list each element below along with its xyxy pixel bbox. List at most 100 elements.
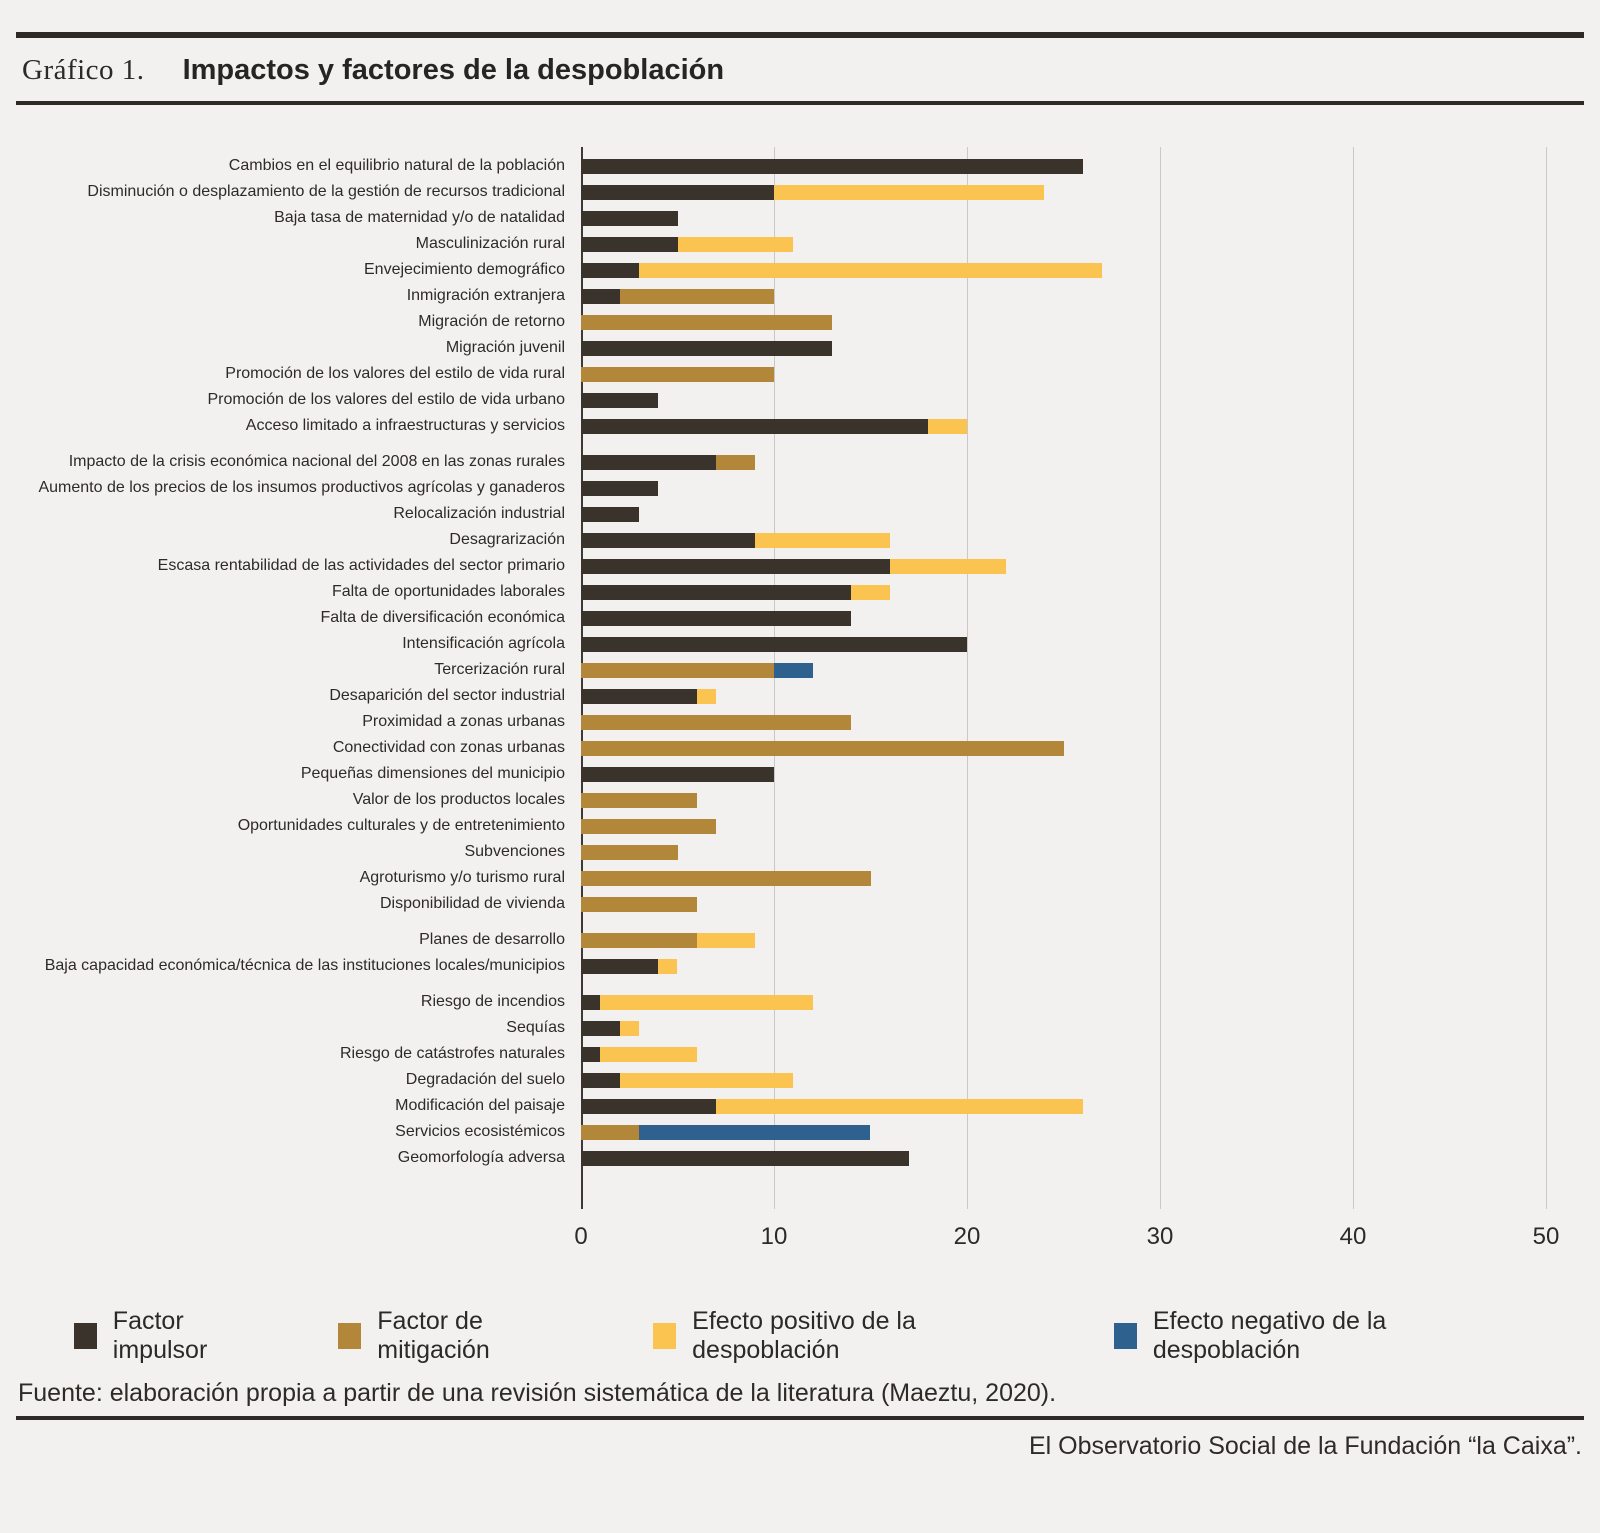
row-label: Envejecimiento demográfico bbox=[364, 261, 565, 278]
legend: Factor impulsor Factor de mitigación Efe… bbox=[16, 1307, 1584, 1365]
row-label: Pequeñas dimensiones del municipio bbox=[300, 765, 565, 782]
row-label: Tercerización rural bbox=[434, 661, 565, 678]
bar-track bbox=[581, 335, 1546, 361]
legend-swatch-impulsor bbox=[74, 1323, 97, 1349]
bar-track bbox=[581, 257, 1546, 283]
row-label: Promoción de los valores del estilo de v… bbox=[207, 391, 565, 408]
legend-item-impulsor: Factor impulsor bbox=[74, 1307, 276, 1365]
row-label: Subvenciones bbox=[464, 843, 565, 860]
chart-row: Agroturismo y/o turismo rural bbox=[16, 865, 1584, 891]
bar-segment-impulsor bbox=[581, 610, 852, 626]
bar-segment-positivo bbox=[696, 932, 755, 948]
stacked-bar-chart: Cambios en el equilibrio natural de la p… bbox=[16, 147, 1584, 1267]
row-label: Baja tasa de maternidad y/o de natalidad bbox=[274, 209, 565, 226]
bar-track bbox=[581, 761, 1546, 787]
bar-track bbox=[581, 1015, 1546, 1041]
chart-rows: Cambios en el equilibrio natural de la p… bbox=[16, 147, 1584, 1209]
chart-row: Promoción de los valores del estilo de v… bbox=[16, 361, 1584, 387]
chart-row: Baja capacidad económica/técnica de las … bbox=[16, 953, 1584, 979]
legend-label: Factor impulsor bbox=[112, 1307, 208, 1364]
chart-header: Gráfico 1. Impactos y factores de la des… bbox=[16, 38, 1584, 101]
bar-track bbox=[581, 605, 1546, 631]
row-label: Acceso limitado a infraestructuras y ser… bbox=[245, 417, 565, 434]
x-tick-label: 50 bbox=[1532, 1223, 1560, 1250]
bar-segment-impulsor bbox=[581, 994, 601, 1010]
row-label: Falta de oportunidades laborales bbox=[331, 583, 565, 600]
legend-label: Efecto negativo de la despoblación bbox=[1152, 1307, 1387, 1364]
chart-row: Masculinización rural bbox=[16, 231, 1584, 257]
credit-line: El Observatorio Social de la Fundación “… bbox=[1028, 1432, 1582, 1460]
bar-track bbox=[581, 1093, 1546, 1119]
row-label: Degradación del suelo bbox=[405, 1071, 565, 1088]
x-tick-label: 0 bbox=[574, 1223, 588, 1250]
bar-track bbox=[581, 579, 1546, 605]
row-label: Desaparición del sector industrial bbox=[329, 687, 565, 704]
row-label: Disminución o desplazamiento de la gesti… bbox=[87, 183, 565, 200]
bar-track bbox=[581, 413, 1546, 439]
bar-segment-positivo bbox=[638, 262, 1103, 278]
bar-segment-impulsor bbox=[581, 1150, 910, 1166]
row-label: Masculinización rural bbox=[415, 235, 565, 252]
row-label: Impacto de la crisis económica nacional … bbox=[68, 453, 565, 470]
chart-row: Conectividad con zonas urbanas bbox=[16, 735, 1584, 761]
bar-track bbox=[581, 787, 1546, 813]
row-label: Falta de diversificación económica bbox=[320, 609, 565, 626]
bar-segment-impulsor bbox=[581, 480, 659, 496]
bar-track bbox=[581, 631, 1546, 657]
x-tick-label: 30 bbox=[1146, 1223, 1174, 1250]
row-label: Proximidad a zonas urbanas bbox=[362, 713, 565, 730]
bar-segment-positivo bbox=[619, 1072, 794, 1088]
top-rule bbox=[16, 32, 1584, 38]
row-label: Relocalización industrial bbox=[393, 505, 565, 522]
bar-track bbox=[581, 927, 1546, 953]
chart-row: Intensificación agrícola bbox=[16, 631, 1584, 657]
x-axis: 0 10 20 30 40 50 bbox=[574, 1209, 1559, 1267]
chart-row: Promoción de los valores del estilo de v… bbox=[16, 387, 1584, 413]
legend-label: Efecto positivo de la despoblación bbox=[692, 1307, 916, 1364]
chart-row: Riesgo de catástrofes naturales bbox=[16, 1041, 1584, 1067]
legend-swatch-mitigacion bbox=[338, 1323, 362, 1349]
bar-segment-positivo bbox=[696, 688, 717, 704]
row-label: Inmigración extranjera bbox=[406, 287, 565, 304]
row-label: Riesgo de incendios bbox=[420, 993, 565, 1010]
row-label: Geomorfología adversa bbox=[397, 1149, 565, 1166]
bar-track bbox=[581, 475, 1546, 501]
bar-track bbox=[581, 735, 1546, 761]
row-label: Oportunidades culturales y de entretenim… bbox=[237, 817, 565, 834]
bar-segment-positivo bbox=[774, 184, 1045, 200]
x-tick-label: 20 bbox=[953, 1223, 981, 1250]
bar-segment-impulsor bbox=[581, 158, 1083, 174]
chart-row: Disponibilidad de vivienda bbox=[16, 891, 1584, 917]
row-label: Escasa rentabilidad de las actividades d… bbox=[157, 557, 565, 574]
bar-track bbox=[581, 1041, 1546, 1067]
chart-row: Disminución o desplazamiento de la gesti… bbox=[16, 179, 1584, 205]
chart-row: Falta de oportunidades laborales bbox=[16, 579, 1584, 605]
bar-segment-positivo bbox=[619, 1020, 639, 1036]
bar-segment-mitigacion bbox=[581, 1124, 639, 1140]
bar-track bbox=[581, 387, 1546, 413]
chart-row: Riesgo de incendios bbox=[16, 989, 1584, 1015]
chart-row: Planes de desarrollo bbox=[16, 927, 1584, 953]
legend-swatch-positivo bbox=[653, 1323, 677, 1349]
bar-track bbox=[581, 709, 1546, 735]
row-label: Conectividad con zonas urbanas bbox=[332, 739, 565, 756]
bar-segment-impulsor bbox=[581, 1046, 601, 1062]
bar-segment-impulsor bbox=[581, 532, 755, 548]
bar-segment-impulsor bbox=[581, 1072, 620, 1088]
bar-track bbox=[581, 839, 1546, 865]
chart-row: Oportunidades culturales y de entretenim… bbox=[16, 813, 1584, 839]
row-label: Planes de desarrollo bbox=[419, 931, 565, 948]
bar-segment-mitigacion bbox=[581, 932, 697, 948]
chart-row: Cambios en el equilibrio natural de la p… bbox=[16, 153, 1584, 179]
bar-track bbox=[581, 1119, 1546, 1145]
bar-track bbox=[581, 657, 1546, 683]
bar-segment-positivo bbox=[658, 958, 678, 974]
bar-segment-mitigacion bbox=[581, 662, 774, 678]
footer-rule bbox=[16, 1416, 1584, 1420]
chart-number: Gráfico 1. bbox=[22, 54, 145, 86]
legend-item-negativo: Efecto negativo de la despoblación bbox=[1114, 1307, 1522, 1365]
bar-segment-negativo bbox=[774, 662, 813, 678]
chart-row: Migración juvenil bbox=[16, 335, 1584, 361]
bar-segment-impulsor bbox=[581, 454, 717, 470]
row-label: Migración de retorno bbox=[418, 313, 565, 330]
